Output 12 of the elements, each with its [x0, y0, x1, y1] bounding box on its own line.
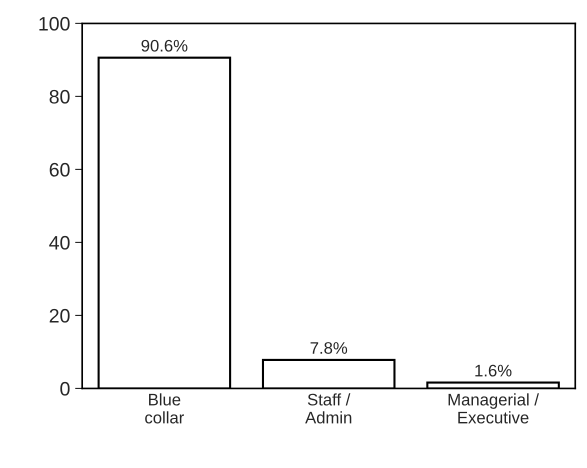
y-tick-label: 20 — [50, 308, 70, 323]
data-label: 7.8% — [310, 342, 348, 354]
x-tick-label: Managerial / Executive — [448, 393, 539, 424]
data-label: 1.6% — [475, 364, 512, 377]
y-tick-label: 80 — [50, 90, 70, 104]
data-label: 90.6% — [142, 40, 188, 52]
x-tick-label: Blue collar — [145, 393, 184, 424]
y-tick-label: 40 — [49, 236, 70, 250]
y-tick-label: 0 — [60, 382, 70, 396]
y-tick-label: 100 — [39, 16, 70, 31]
y-tick-label: 60 — [50, 162, 70, 177]
x-tick-label: Staff / Admin — [305, 393, 352, 424]
